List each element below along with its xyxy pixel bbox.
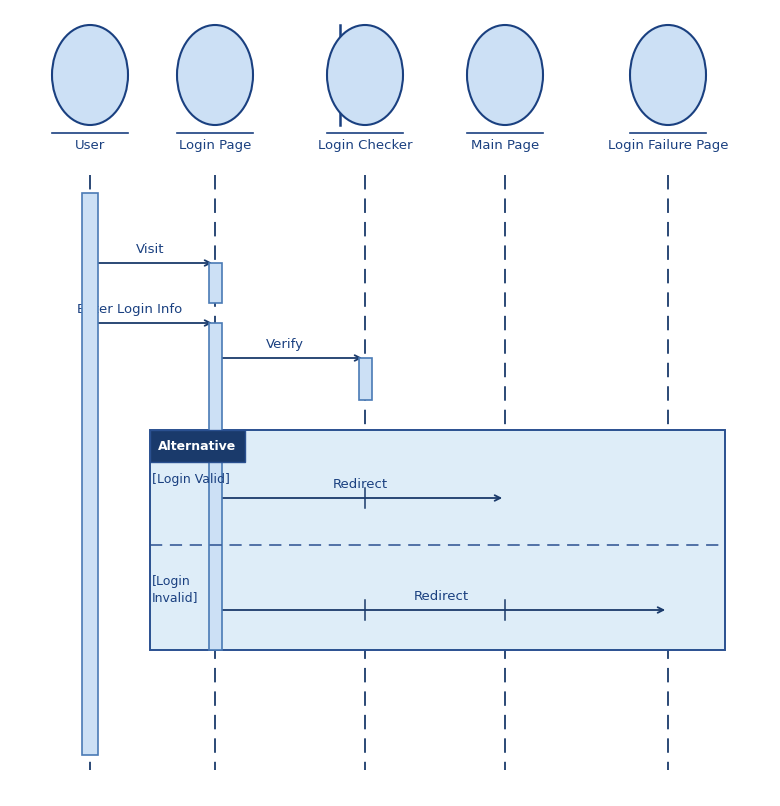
Text: Main Page: Main Page <box>471 139 539 152</box>
Text: Verify: Verify <box>266 338 304 351</box>
Bar <box>208 263 222 303</box>
Text: [Login
Invalid]: [Login Invalid] <box>152 575 198 604</box>
Text: Alternative: Alternative <box>158 439 236 452</box>
Text: Enter Login Info: Enter Login Info <box>77 303 183 316</box>
Bar <box>359 358 371 400</box>
Text: Login Page: Login Page <box>179 139 251 152</box>
Bar <box>208 323 222 650</box>
Text: Redirect: Redirect <box>414 590 469 603</box>
Text: Login Failure Page: Login Failure Page <box>608 139 729 152</box>
Text: Redirect: Redirect <box>332 478 388 491</box>
Bar <box>150 430 245 462</box>
Text: User: User <box>75 139 105 152</box>
Text: Login Checker: Login Checker <box>317 139 413 152</box>
Text: [Login Valid]: [Login Valid] <box>152 473 230 487</box>
Ellipse shape <box>327 25 403 125</box>
Ellipse shape <box>467 25 543 125</box>
Ellipse shape <box>630 25 706 125</box>
Ellipse shape <box>52 25 128 125</box>
Bar <box>150 430 725 650</box>
Ellipse shape <box>177 25 253 125</box>
Text: Visit: Visit <box>136 243 165 256</box>
Bar <box>82 193 98 755</box>
